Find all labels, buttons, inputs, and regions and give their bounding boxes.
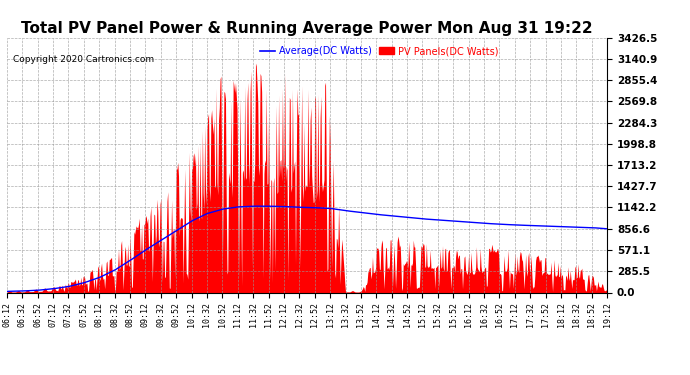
Text: Copyright 2020 Cartronics.com: Copyright 2020 Cartronics.com: [13, 56, 154, 64]
Title: Total PV Panel Power & Running Average Power Mon Aug 31 19:22: Total PV Panel Power & Running Average P…: [21, 21, 593, 36]
Legend: Average(DC Watts), PV Panels(DC Watts): Average(DC Watts), PV Panels(DC Watts): [256, 42, 502, 60]
